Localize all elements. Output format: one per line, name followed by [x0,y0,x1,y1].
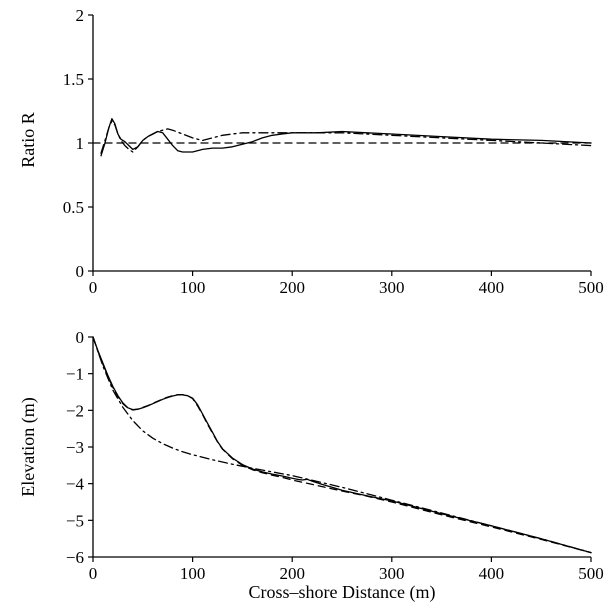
elevation-y-tick-label: −5 [66,511,84,530]
ratio-y-tick-label: 0 [76,262,85,281]
ratio-y-tick-label: 1.5 [63,70,84,89]
ratio-x-tick-label: 0 [89,278,98,297]
elevation-x-axis-title: Cross–shore Distance (m) [249,582,436,603]
ratio-panel: Ratio R 0 100 200 300 400 500 0 0.5 1 1.5 2 [18,6,604,297]
elevation-y-tick-label: −2 [66,401,84,420]
elevation-y-axis-title: Elevation (m) [18,397,39,496]
elevation-x-tick-label: 400 [479,564,505,583]
ratio-y-axis-title: Ratio R [18,112,38,168]
ratio-y-tick-label: 0.5 [63,198,84,217]
elevation-y-tick-label: −1 [66,365,84,384]
ratio-series-solid [100,118,592,157]
ratio-x-tick-label: 300 [379,278,405,297]
elevation-series-dashdot [92,336,592,554]
ratio-x-tick-label: 500 [578,278,604,297]
ratio-y-tick-label: 1 [76,134,85,153]
ratio-series-dashdot [100,120,592,154]
elevation-x-tick-label: 0 [89,564,98,583]
elevation-x-tick-label: 500 [578,564,604,583]
ratio-x-tick-label: 200 [279,278,305,297]
elevation-series-dashed [92,336,592,554]
ratio-y-tick-label: 2 [76,6,85,25]
elevation-y-tick-label: −4 [66,475,85,494]
elevation-x-tick-label: 100 [180,564,206,583]
ratio-x-tick-label: 400 [479,278,505,297]
elevation-y-tick-label: −6 [66,548,84,567]
ratio-x-tick-label: 100 [180,278,206,297]
elevation-panel: Elevation (m) Cross–shore Distance (m) 0… [18,328,604,603]
elevation-y-tick-label: 0 [76,328,85,347]
elevation-series-solid [92,336,592,554]
elevation-x-tick-label: 300 [379,564,405,583]
elevation-y-tick-label: −3 [66,438,84,457]
elevation-x-tick-label: 200 [279,564,305,583]
